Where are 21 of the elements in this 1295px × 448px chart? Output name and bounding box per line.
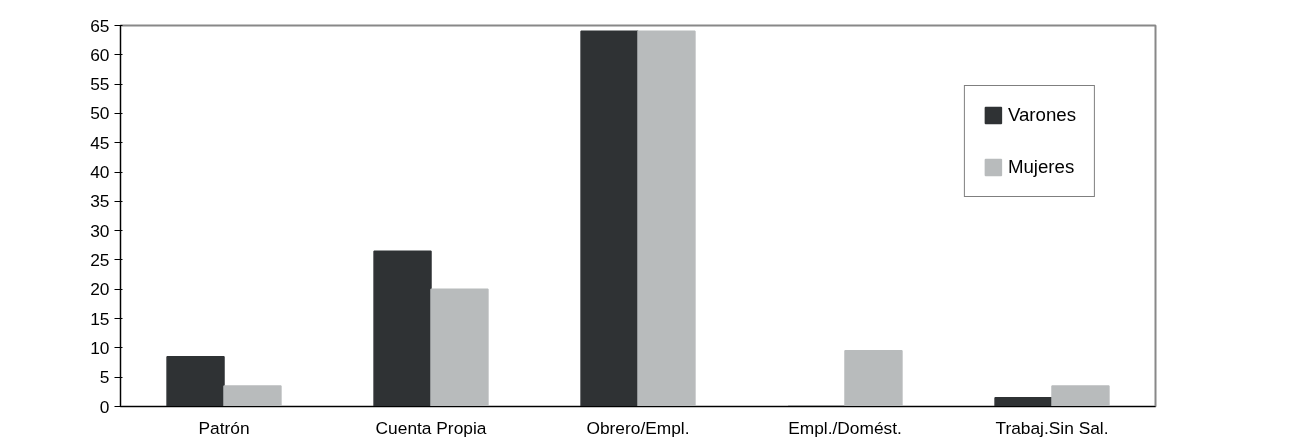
y-tick-label: 10 <box>90 337 110 358</box>
x-tick-label: Cuenta Propia <box>375 417 487 438</box>
legend-label: Mujeres <box>1007 156 1075 178</box>
y-tick-label: 20 <box>90 279 110 300</box>
y-tick-label: 50 <box>90 103 110 124</box>
y-tick-label: 45 <box>90 132 110 153</box>
y-tick-label: 35 <box>90 191 110 212</box>
y-tick-label: 60 <box>90 44 110 65</box>
x-tick-label: Empl./Domést. <box>788 417 902 438</box>
y-tick-label: 5 <box>99 367 110 388</box>
legend-label: Varones <box>1007 104 1076 126</box>
x-tick-label: Obrero/Empl. <box>586 417 690 438</box>
y-tick-label: 40 <box>90 162 110 183</box>
x-tick-label: Patrón <box>198 417 250 438</box>
y-tick-label: 25 <box>90 249 110 270</box>
y-tick-label: 30 <box>90 220 110 241</box>
y-tick-label: 65 <box>90 15 110 36</box>
x-tick-label: Trabaj.Sin Sal. <box>995 417 1109 438</box>
y-tick-label: 0 <box>99 396 110 417</box>
y-tick-label: 15 <box>90 308 110 329</box>
y-tick-label: 55 <box>90 74 110 95</box>
